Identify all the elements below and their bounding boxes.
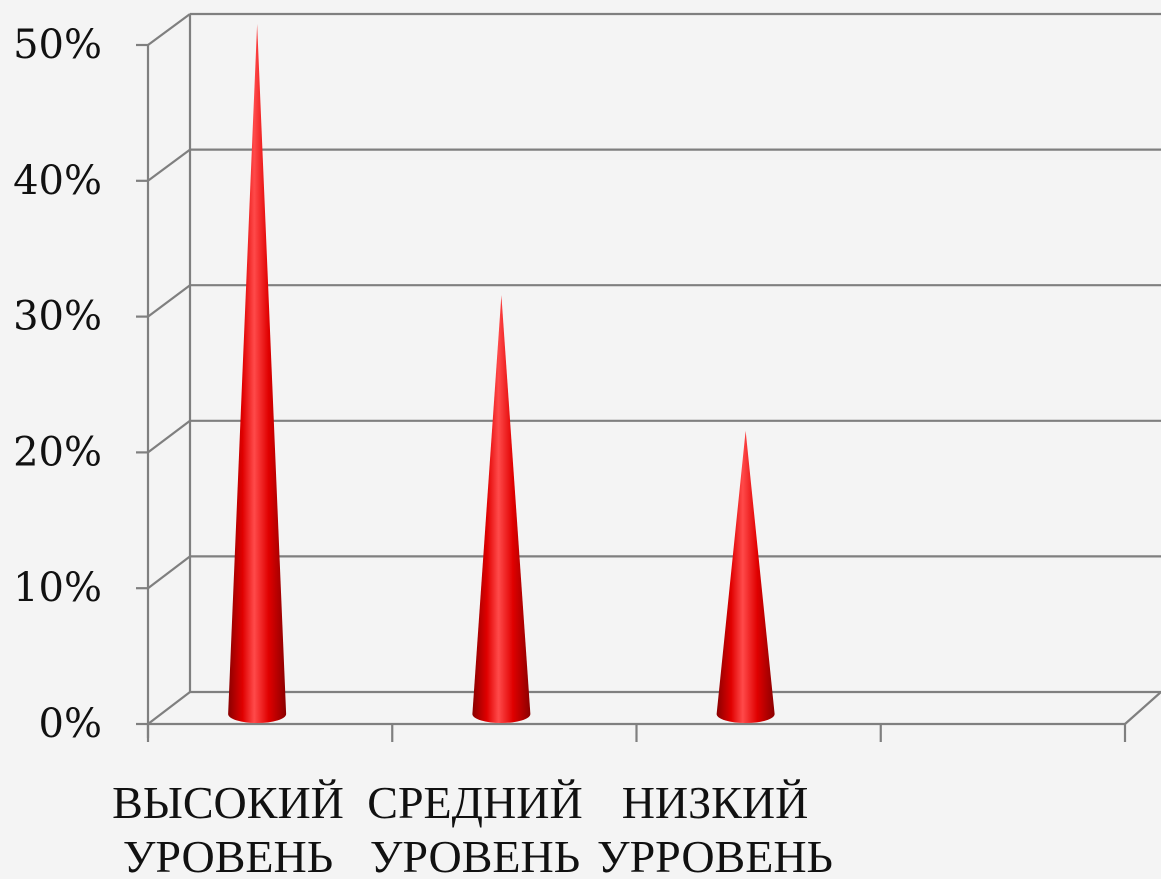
y-tick-label-4: 40% [13, 158, 102, 204]
cone-0 [228, 24, 287, 723]
category-label-1-line-0: СРЕДНИЙ [367, 777, 582, 828]
y-tick-label-5: 50% [13, 22, 102, 68]
y-tick-label-1: 10% [13, 565, 102, 611]
cone-body-1 [472, 295, 531, 723]
grid-depth-line-3 [147, 284, 191, 318]
grid-layer [147, 12, 1161, 725]
cone-1 [472, 295, 531, 723]
category-label-0-line-0: ВЫСОКИЙ [112, 777, 344, 828]
cone-layer [228, 24, 775, 723]
grid-depth-line-4 [147, 148, 191, 182]
grid-depth-line-1 [147, 555, 191, 590]
cone-2 [716, 430, 775, 723]
floor-right-edge [1124, 691, 1161, 725]
axis-layer [136, 14, 1127, 742]
category-label-1-line-1: УРОВЕНЬ [370, 831, 580, 879]
label-layer: 0%10%20%30%40%50%ВЫСОКИЙУРОВЕНЬСРЕДНИЙУР… [13, 22, 833, 879]
y-tick-label-2: 20% [13, 429, 102, 475]
cone-body-0 [228, 24, 287, 723]
grid-depth-line-0 [147, 691, 191, 725]
y-tick-label-3: 30% [13, 294, 102, 340]
y-tick-label-0: 0% [39, 701, 102, 747]
grid-depth-line-5 [147, 13, 191, 46]
category-label-2-line-0: НИЗКИЙ [622, 777, 809, 828]
grid-depth-line-2 [147, 419, 191, 454]
category-label-0-line-1: УРОВЕНЬ [123, 831, 333, 879]
category-label-2-line-1: УРРОВЕНЬ [597, 831, 833, 879]
cone-body-2 [716, 430, 775, 723]
